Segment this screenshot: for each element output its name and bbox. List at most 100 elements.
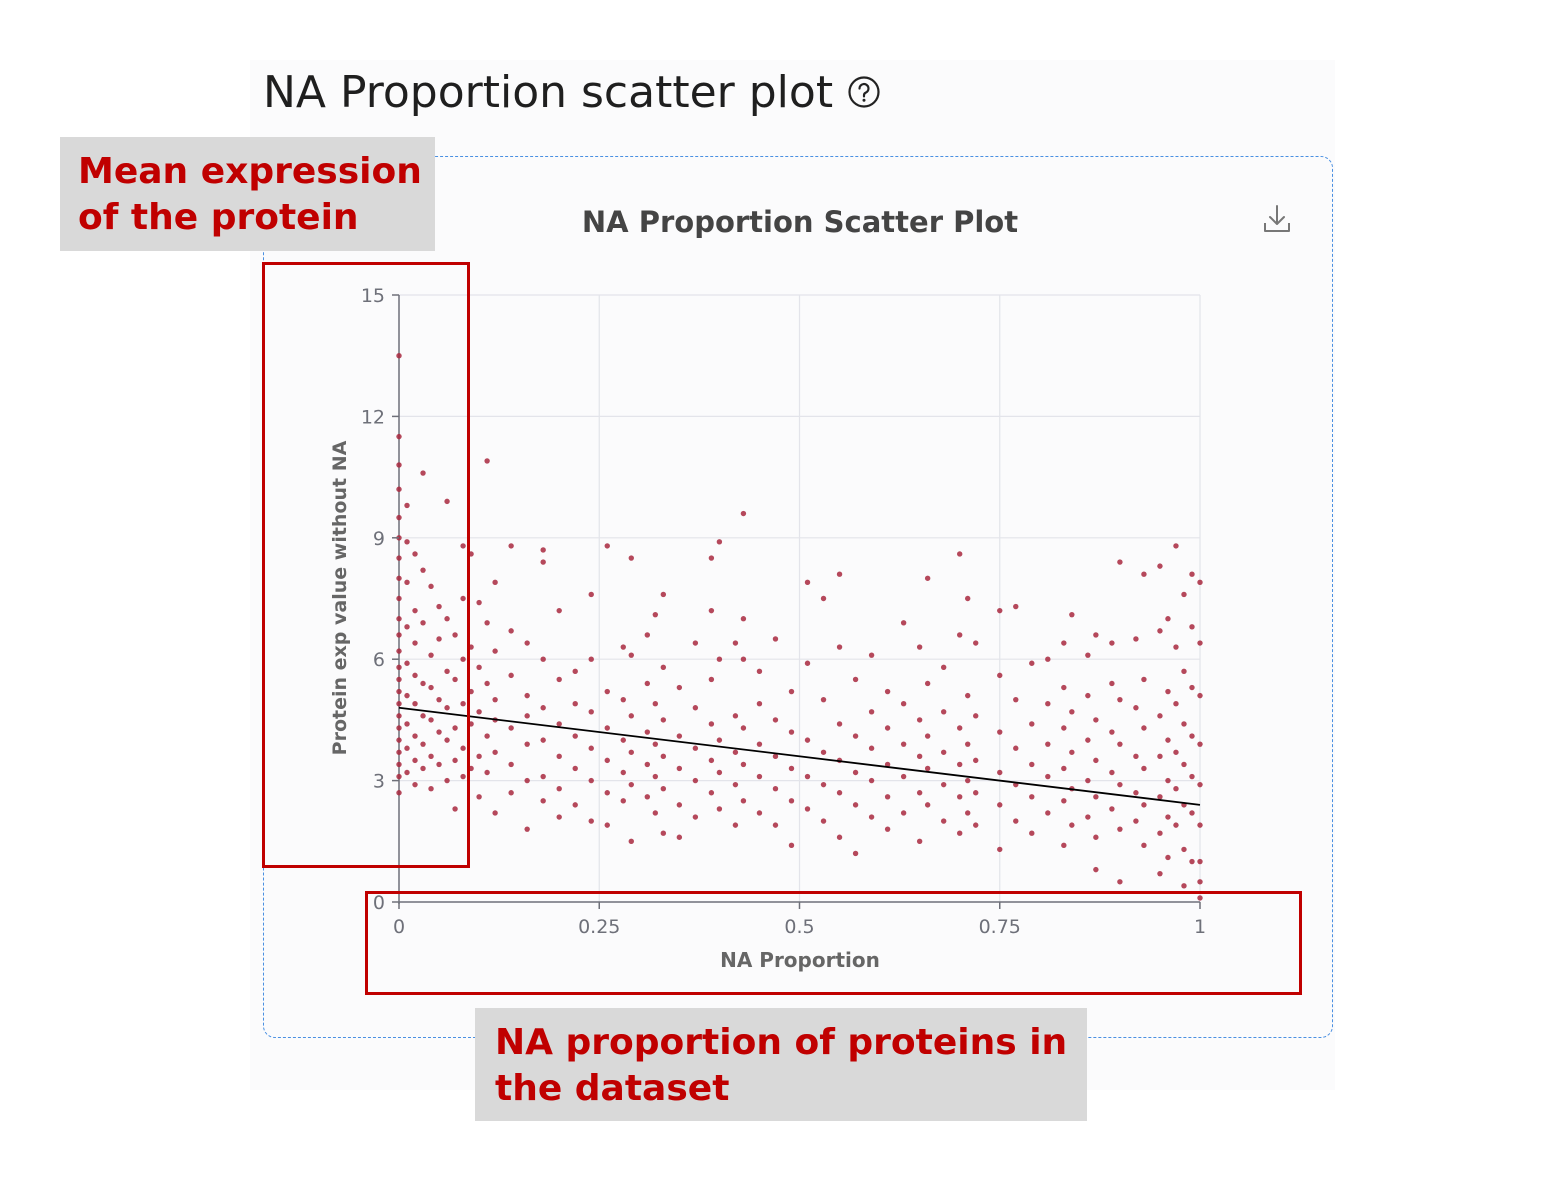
data-point <box>836 571 843 577</box>
y-axis-label: Protein exp value without NA <box>329 440 351 755</box>
data-point <box>628 781 634 788</box>
data-point <box>957 632 963 638</box>
data-point <box>452 757 458 764</box>
data-point <box>460 701 466 707</box>
data-point <box>940 664 947 670</box>
data-point <box>997 729 1003 735</box>
data-point <box>660 830 667 836</box>
data-point <box>508 628 514 634</box>
data-point <box>1061 640 1067 646</box>
data-point <box>740 616 747 622</box>
y-note-line-1: Mean expression <box>78 151 422 192</box>
data-point <box>452 725 458 731</box>
data-point <box>820 595 827 602</box>
data-point <box>965 777 971 784</box>
data-point <box>524 713 530 719</box>
data-point <box>916 838 923 844</box>
data-point <box>572 668 578 675</box>
data-point <box>1189 571 1195 577</box>
data-point <box>572 733 578 739</box>
question-circle-icon[interactable] <box>847 75 881 109</box>
data-point <box>1181 591 1187 598</box>
data-point <box>404 660 410 666</box>
data-point <box>572 701 578 707</box>
data-point <box>900 741 907 747</box>
page-title-text: NA Proportion scatter plot <box>263 66 834 118</box>
data-point <box>444 616 450 622</box>
data-point <box>396 514 402 521</box>
data-point <box>1085 692 1091 699</box>
data-point <box>652 611 659 618</box>
data-point <box>556 753 562 760</box>
data-point <box>412 781 418 788</box>
data-point <box>460 595 466 602</box>
data-point <box>484 733 490 739</box>
data-point <box>732 713 739 719</box>
data-point <box>997 802 1003 808</box>
data-point <box>716 769 723 776</box>
data-point <box>444 498 450 505</box>
data-point <box>396 713 402 719</box>
data-point <box>868 777 875 784</box>
data-point <box>1141 842 1147 849</box>
data-point <box>1045 810 1051 816</box>
data-point <box>660 664 667 670</box>
data-point <box>1157 713 1163 719</box>
data-point <box>924 575 931 581</box>
download-icon[interactable] <box>1262 203 1292 240</box>
plot-grid <box>399 294 1201 902</box>
data-point <box>404 769 410 776</box>
data-point <box>1157 830 1163 836</box>
y-axis-note: Mean expression of the protein <box>60 137 435 251</box>
data-point <box>973 640 979 646</box>
data-point <box>973 822 979 828</box>
data-point <box>1133 753 1139 760</box>
data-point <box>588 591 594 598</box>
data-point <box>644 729 651 735</box>
x-note-line-1: NA proportion of proteins in <box>495 1022 1068 1063</box>
data-point <box>884 761 891 768</box>
data-point <box>1061 765 1067 772</box>
data-point <box>540 737 546 743</box>
data-point <box>508 672 514 679</box>
data-point <box>708 790 715 796</box>
data-point <box>660 785 667 792</box>
data-point <box>1197 741 1203 747</box>
data-point <box>396 595 402 602</box>
data-point <box>1197 579 1203 586</box>
data-point <box>436 729 442 735</box>
data-point <box>924 680 931 687</box>
data-point <box>820 781 827 788</box>
data-point <box>476 599 482 606</box>
data-point <box>716 656 723 662</box>
data-point <box>1045 701 1051 707</box>
data-point <box>852 676 859 683</box>
data-point <box>604 757 610 764</box>
x-tick-label: 0.5 <box>784 916 814 938</box>
data-point <box>588 656 594 662</box>
data-point <box>836 834 843 840</box>
data-point <box>924 733 931 739</box>
data-point <box>460 543 466 549</box>
data-point <box>756 773 763 780</box>
data-point <box>396 616 402 622</box>
trend-line <box>398 706 1201 806</box>
data-point <box>412 607 418 614</box>
data-point <box>997 769 1003 776</box>
data-point <box>852 850 859 857</box>
data-point <box>620 737 626 743</box>
data-point <box>508 543 514 549</box>
data-point <box>1029 794 1035 800</box>
data-point <box>428 583 434 590</box>
data-point <box>1085 777 1091 784</box>
x-tick-label: 0.75 <box>979 916 1021 938</box>
data-point <box>404 692 410 699</box>
data-point <box>396 676 402 683</box>
data-point <box>1165 814 1171 820</box>
data-point <box>396 737 402 743</box>
data-point <box>772 822 779 828</box>
data-point <box>916 717 923 723</box>
data-point <box>404 579 410 586</box>
data-point <box>452 806 458 812</box>
data-point <box>1197 822 1203 828</box>
